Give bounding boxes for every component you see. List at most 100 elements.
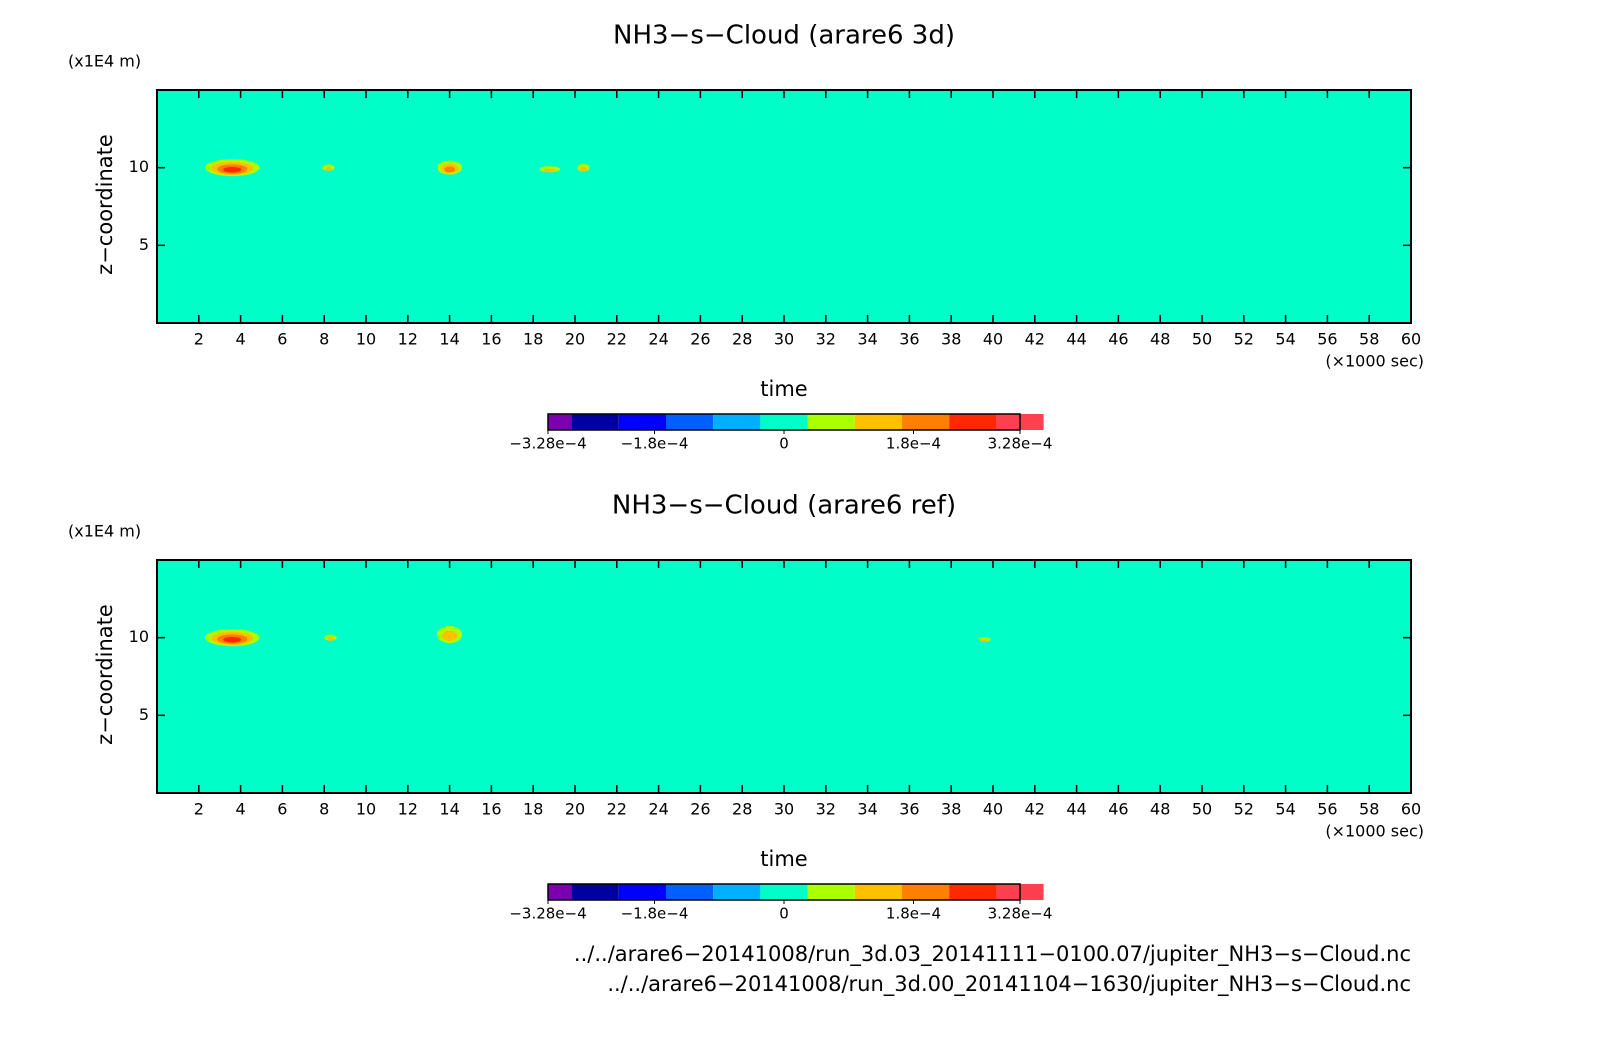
chart-title: NH3−s−Cloud (arare6 ref) <box>612 491 956 521</box>
x-tick-label: 10 <box>356 330 376 349</box>
x-tick-label: 28 <box>732 800 752 819</box>
x-tick-label: 46 <box>1108 800 1128 819</box>
x-tick-label: 20 <box>565 800 585 819</box>
y-unit: (x1E4 m) <box>68 52 141 71</box>
x-tick-label: 36 <box>899 330 919 349</box>
x-tick-label: 44 <box>1066 330 1086 349</box>
x-tick-label: 38 <box>941 330 961 349</box>
x-tick-label: 16 <box>481 330 501 349</box>
colorbar-tick-label: 0 <box>779 905 789 923</box>
x-label: time <box>760 377 807 401</box>
file-path: ../../arare6−20141008/run_3d.00_20141104… <box>607 972 1411 997</box>
x-tick-label: 58 <box>1359 800 1379 819</box>
x-tick-label: 40 <box>983 330 1003 349</box>
x-tick-label: 56 <box>1317 800 1337 819</box>
colorbar-cell <box>902 884 950 900</box>
x-tick-label: 60 <box>1401 330 1421 349</box>
x-tick-label: 58 <box>1359 330 1379 349</box>
x-tick-label: 30 <box>774 800 794 819</box>
file-path: ../../arare6−20141008/run_3d.03_20141111… <box>574 942 1411 967</box>
contour-region <box>980 639 989 642</box>
colorbar-cell <box>807 414 855 430</box>
colorbar-tick-label: −3.28e−4 <box>509 905 586 923</box>
x-tick-label: 44 <box>1066 800 1086 819</box>
colorbar-cell <box>902 414 950 430</box>
colorbar-tick-label: 1.8e−4 <box>886 435 941 453</box>
x-tick-label: 12 <box>398 800 418 819</box>
x-tick-label: 4 <box>236 330 246 349</box>
x-tick-label: 34 <box>857 800 877 819</box>
colorbar-cell <box>666 414 714 430</box>
x-tick-label: 38 <box>941 800 961 819</box>
x-tick-label: 42 <box>1025 330 1045 349</box>
colorbar-cell <box>618 414 666 430</box>
x-tick-label: 30 <box>774 330 794 349</box>
x-tick-label: 14 <box>439 800 459 819</box>
x-tick-label: 60 <box>1401 800 1421 819</box>
x-tick-label: 52 <box>1234 330 1254 349</box>
y-tick-label: 5 <box>139 705 149 724</box>
contour-region <box>444 166 455 173</box>
colorbar-cell <box>666 884 714 900</box>
contour-region <box>324 167 333 171</box>
x-tick-label: 6 <box>277 330 287 349</box>
x-tick-label: 36 <box>899 800 919 819</box>
x-tick-label: 2 <box>194 800 204 819</box>
x-tick-label: 34 <box>857 330 877 349</box>
y-tick-label: 5 <box>139 235 149 254</box>
colorbar-cell <box>571 884 619 900</box>
x-tick-label: 20 <box>565 330 585 349</box>
colorbar-cell <box>713 884 761 900</box>
colorbar-cell <box>807 884 855 900</box>
x-tick-label: 26 <box>690 330 710 349</box>
colorbar-tick-label: 3.28e−4 <box>988 435 1053 453</box>
x-tick-label: 54 <box>1275 800 1295 819</box>
colorbar-cell <box>548 414 572 430</box>
x-tick-label: 22 <box>607 800 627 819</box>
colorbar-cell <box>760 884 808 900</box>
contour-region <box>223 166 242 173</box>
plot-background <box>157 560 1411 793</box>
x-tick-label: 46 <box>1108 330 1128 349</box>
x-tick-label: 32 <box>816 800 836 819</box>
x-tick-label: 18 <box>523 330 543 349</box>
colorbar-tick-label: 3.28e−4 <box>988 905 1053 923</box>
x-tick-label: 50 <box>1192 800 1212 819</box>
colorbar-cell <box>760 414 808 430</box>
x-tick-label: 28 <box>732 330 752 349</box>
x-tick-label: 24 <box>648 800 668 819</box>
contour-region <box>579 166 588 172</box>
y-label: z−coordinate <box>93 134 117 275</box>
colorbar-cell <box>949 884 997 900</box>
x-unit: (×1000 sec) <box>1325 352 1424 371</box>
colorbar-cell <box>571 414 619 430</box>
x-label: time <box>760 847 807 871</box>
x-tick-label: 40 <box>983 800 1003 819</box>
chart-title: NH3−s−Cloud (arare6 3d) <box>613 21 955 51</box>
x-tick-label: 2 <box>194 330 204 349</box>
colorbar-cell <box>618 884 666 900</box>
colorbar-cell <box>854 884 902 900</box>
x-tick-label: 4 <box>236 800 246 819</box>
colorbar-tick-label: −1.8e−4 <box>621 905 689 923</box>
x-tick-label: 6 <box>277 800 287 819</box>
y-tick-label: 10 <box>129 627 149 646</box>
x-tick-label: 52 <box>1234 800 1254 819</box>
contour-region <box>543 168 557 173</box>
colorbar-cell <box>854 414 902 430</box>
colorbar-cell <box>713 414 761 430</box>
y-label: z−coordinate <box>93 604 117 745</box>
x-tick-label: 48 <box>1150 330 1170 349</box>
contour-region <box>442 630 458 641</box>
y-tick-label: 10 <box>129 157 149 176</box>
plot-background <box>157 90 1411 323</box>
colorbar-tick-label: 1.8e−4 <box>886 905 941 923</box>
x-tick-label: 12 <box>398 330 418 349</box>
x-tick-label: 26 <box>690 800 710 819</box>
x-tick-label: 50 <box>1192 330 1212 349</box>
x-tick-label: 54 <box>1275 330 1295 349</box>
x-tick-label: 32 <box>816 330 836 349</box>
x-tick-label: 22 <box>607 330 627 349</box>
